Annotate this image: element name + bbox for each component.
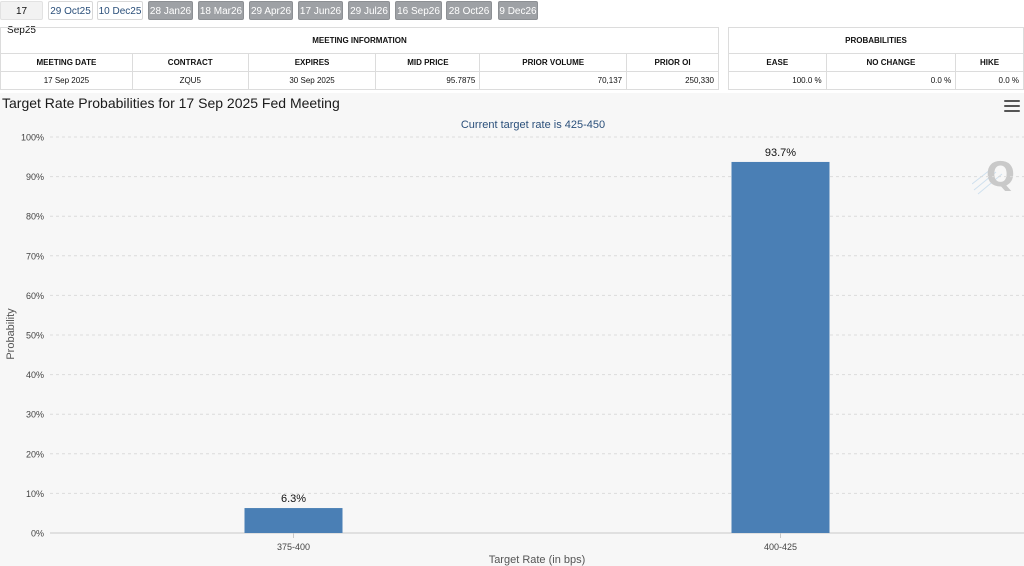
- tab-29-apr26[interactable]: 29 Apr26: [249, 1, 293, 20]
- tab-18-mar26[interactable]: 18 Mar26: [198, 1, 244, 20]
- y-tick-label: 30%: [26, 410, 44, 420]
- data-label: 93.7%: [765, 147, 796, 159]
- y-tick-label: 70%: [26, 251, 44, 261]
- tab-28-jan26[interactable]: 28 Jan26: [148, 1, 193, 20]
- cell-ease: 100.0 %: [728, 71, 827, 90]
- data-label: 6.3%: [281, 493, 306, 505]
- tab-9-dec26[interactable]: 9 Dec26: [498, 1, 538, 20]
- bar-400-425: [731, 161, 830, 533]
- meeting-info-header: MEETING INFORMATION: [0, 27, 719, 54]
- tab-10-dec25[interactable]: 10 Dec25: [97, 1, 143, 20]
- cell-mid-price: 95.7875: [375, 71, 481, 90]
- y-tick-label: 90%: [26, 172, 44, 182]
- col-meeting-date: MEETING DATE: [0, 53, 133, 72]
- cell-contract: ZQU5: [131, 71, 249, 90]
- tab-17-sep25[interactable]: 17 Sep25: [0, 1, 43, 36]
- col-prior-oi: PRIOR OI: [626, 53, 719, 72]
- y-tick-label: 0%: [31, 529, 44, 539]
- y-tick-label: 40%: [26, 370, 44, 380]
- col-hike: HIKE: [955, 53, 1024, 72]
- x-axis-title: Target Rate (in bps): [489, 554, 586, 566]
- bar-375-400: [244, 508, 343, 533]
- chart-background: [0, 93, 1024, 566]
- col-expires: EXPIRES: [247, 53, 377, 72]
- x-tick-label: 375-400: [277, 542, 310, 552]
- x-tick-label: 400-425: [764, 542, 797, 552]
- col-contract: CONTRACT: [131, 53, 249, 72]
- table-row: 100.0 % 0.0 % 0.0 %: [728, 71, 1024, 90]
- y-tick-label: 100%: [21, 133, 44, 143]
- tab-16-sep26[interactable]: 16 Sep26: [395, 1, 442, 20]
- y-tick-label: 60%: [26, 291, 44, 301]
- y-tick-label: 50%: [26, 331, 44, 341]
- probabilities-table: PROBABILITIES EASE NO CHANGE HIKE 100.0 …: [728, 27, 1024, 90]
- col-mid-price: MID PRICE: [375, 53, 481, 72]
- y-axis-title: Probability: [5, 308, 17, 360]
- col-ease: EASE: [728, 53, 827, 72]
- tab-17-jun26[interactable]: 17 Jun26: [298, 1, 343, 20]
- col-prior-volume: PRIOR VOLUME: [479, 53, 628, 72]
- meeting-tabs: 17 Sep25 29 Oct25 10 Dec25 28 Jan26 18 Mar26…: [0, 0, 1024, 36]
- cell-prior-volume: 70,137: [479, 71, 628, 90]
- q-logo-watermark: Q: [972, 155, 1015, 195]
- chart-subtitle: Current target rate is 425-450: [461, 119, 605, 131]
- cell-no-change: 0.0 %: [825, 71, 957, 90]
- meeting-info-table: MEETING INFORMATION MEETING DATE CONTRAC…: [0, 27, 719, 90]
- y-tick-label: 10%: [26, 489, 44, 499]
- chart-title: Target Rate Probabilities for 17 Sep 202…: [2, 95, 340, 111]
- col-no-change: NO CHANGE: [825, 53, 957, 72]
- y-tick-label: 80%: [26, 212, 44, 222]
- cell-meeting-date: 17 Sep 2025: [0, 71, 133, 90]
- tab-28-oct26[interactable]: 28 Oct26: [446, 1, 492, 20]
- y-tick-label: 20%: [26, 449, 44, 459]
- target-rate-chart: Current target rate is 425-450 0% 10% 20% 30…: [5, 119, 1024, 566]
- cell-expires: 30 Sep 2025: [247, 71, 377, 90]
- cell-hike: 0.0 %: [955, 71, 1024, 90]
- chart-menu-icon[interactable]: [1004, 100, 1020, 114]
- tab-29-jul26[interactable]: 29 Jul26: [348, 1, 390, 20]
- probabilities-header: PROBABILITIES: [728, 27, 1024, 54]
- svg-text:Q: Q: [986, 155, 1015, 195]
- table-row: 17 Sep 2025 ZQU5 30 Sep 2025 95.7875 70,…: [0, 71, 719, 90]
- tab-29-oct25[interactable]: 29 Oct25: [48, 1, 93, 20]
- cell-prior-oi: 250,330: [626, 71, 719, 90]
